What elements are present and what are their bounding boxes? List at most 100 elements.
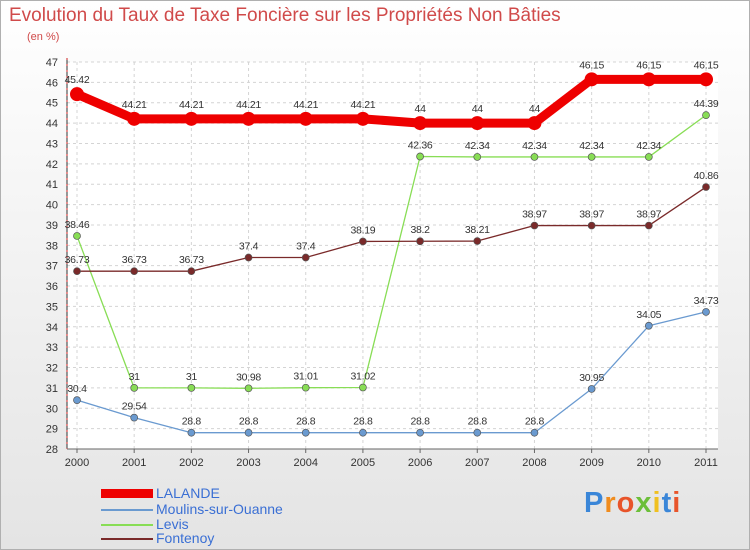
data-label: 44 <box>472 103 484 115</box>
data-point <box>473 428 482 437</box>
x-tick-label: 2003 <box>236 457 260 469</box>
data-point <box>473 153 482 161</box>
data-point <box>130 413 139 422</box>
data-point <box>530 428 539 437</box>
proxiti-logo: Proxiti <box>584 487 681 520</box>
data-label: 28.8 <box>239 416 259 428</box>
data-point <box>416 428 424 437</box>
data-label: 28.8 <box>525 416 545 428</box>
data-label: 31 <box>186 371 198 383</box>
y-tick-label: 33 <box>46 342 58 354</box>
legend-swatch-fontenoy <box>101 538 153 540</box>
data-label: 38.2 <box>410 224 430 236</box>
data-point <box>298 111 313 126</box>
data-label: 31.01 <box>293 371 318 383</box>
logo-letter: P <box>584 487 605 519</box>
data-label: 42.36 <box>408 140 433 152</box>
y-tick-label: 30 <box>46 403 58 415</box>
y-tick-label: 40 <box>46 200 58 212</box>
data-point <box>702 308 710 316</box>
y-tick-label: 36 <box>46 281 58 293</box>
data-point <box>416 152 424 161</box>
series-line-levis <box>76 114 707 389</box>
data-label: 30.4 <box>67 383 87 395</box>
data-label: 36.73 <box>65 254 90 266</box>
x-tick-label: 2000 <box>65 457 89 469</box>
data-point <box>702 183 710 191</box>
data-point <box>359 428 367 437</box>
data-point <box>355 111 370 126</box>
data-label: 30.98 <box>236 371 261 383</box>
data-point <box>130 267 139 276</box>
data-point <box>413 116 428 131</box>
legend-label-levis: Levis <box>156 516 189 532</box>
data-point <box>644 153 653 161</box>
y-tick-label: 39 <box>46 220 58 232</box>
data-label: 38.21 <box>465 224 490 236</box>
data-label: 42.34 <box>465 140 490 152</box>
data-label: 46.15 <box>579 59 604 71</box>
logo-letter: o <box>616 487 636 519</box>
data-label: 30.95 <box>579 372 604 384</box>
data-point <box>73 396 81 404</box>
y-tick-label: 37 <box>46 261 58 273</box>
data-label: 38.97 <box>636 209 661 221</box>
y-tick-label: 34 <box>46 322 58 334</box>
data-point <box>187 384 196 392</box>
y-tick-label: 29 <box>46 424 58 436</box>
y-tick-label: 42 <box>46 159 58 171</box>
data-label: 37.4 <box>239 241 259 253</box>
data-point <box>702 111 710 120</box>
logo-letter: r <box>604 487 617 519</box>
data-label: 42.34 <box>636 140 661 152</box>
data-label: 34.73 <box>694 295 719 307</box>
data-point <box>473 237 482 245</box>
data-label: 28.8 <box>353 416 373 428</box>
y-tick-label: 46 <box>46 77 58 89</box>
x-tick-label: 2007 <box>465 457 489 469</box>
logo-letter: i <box>652 487 662 519</box>
logo-letter: x <box>635 487 653 519</box>
data-label: 42.34 <box>522 140 547 152</box>
x-tick-label: 2006 <box>408 457 432 469</box>
data-point <box>184 111 199 126</box>
data-label: 36.73 <box>122 254 147 266</box>
data-point <box>73 267 81 276</box>
data-label: 28.8 <box>468 416 488 428</box>
data-label: 38.97 <box>522 209 547 221</box>
y-tick-label: 35 <box>46 301 58 313</box>
x-tick-label: 2004 <box>293 457 317 469</box>
legend-swatch-levis <box>101 524 153 526</box>
legend-label-lalande: LALANDE <box>156 485 220 501</box>
data-label: 44.39 <box>694 98 719 110</box>
data-label: 44.21 <box>179 99 204 111</box>
data-point <box>359 383 367 392</box>
data-point <box>244 253 253 262</box>
data-point <box>644 321 653 330</box>
data-label: 40.86 <box>694 170 719 182</box>
data-point <box>584 72 599 87</box>
data-point <box>73 232 81 240</box>
data-label: 31.02 <box>351 370 376 382</box>
data-label: 38.97 <box>579 209 604 221</box>
data-point <box>359 237 367 246</box>
series-line-lalande <box>72 74 711 128</box>
data-label: 28.8 <box>182 416 202 428</box>
y-tick-label: 32 <box>46 363 58 375</box>
data-label: 44 <box>529 103 541 115</box>
data-point <box>301 383 310 392</box>
y-tick-label: 45 <box>46 98 58 110</box>
y-tick-label: 43 <box>46 138 58 150</box>
data-label: 46.15 <box>694 59 719 71</box>
data-point <box>416 237 424 246</box>
legend-swatch-lalande <box>101 489 153 498</box>
data-label: 36.73 <box>179 254 204 266</box>
data-label: 44.21 <box>236 99 261 111</box>
chart-subtitle: (en %) <box>27 31 60 43</box>
data-point <box>244 428 253 437</box>
plot-area <box>67 62 718 449</box>
y-tick-label: 31 <box>46 383 58 395</box>
data-point <box>699 72 713 87</box>
